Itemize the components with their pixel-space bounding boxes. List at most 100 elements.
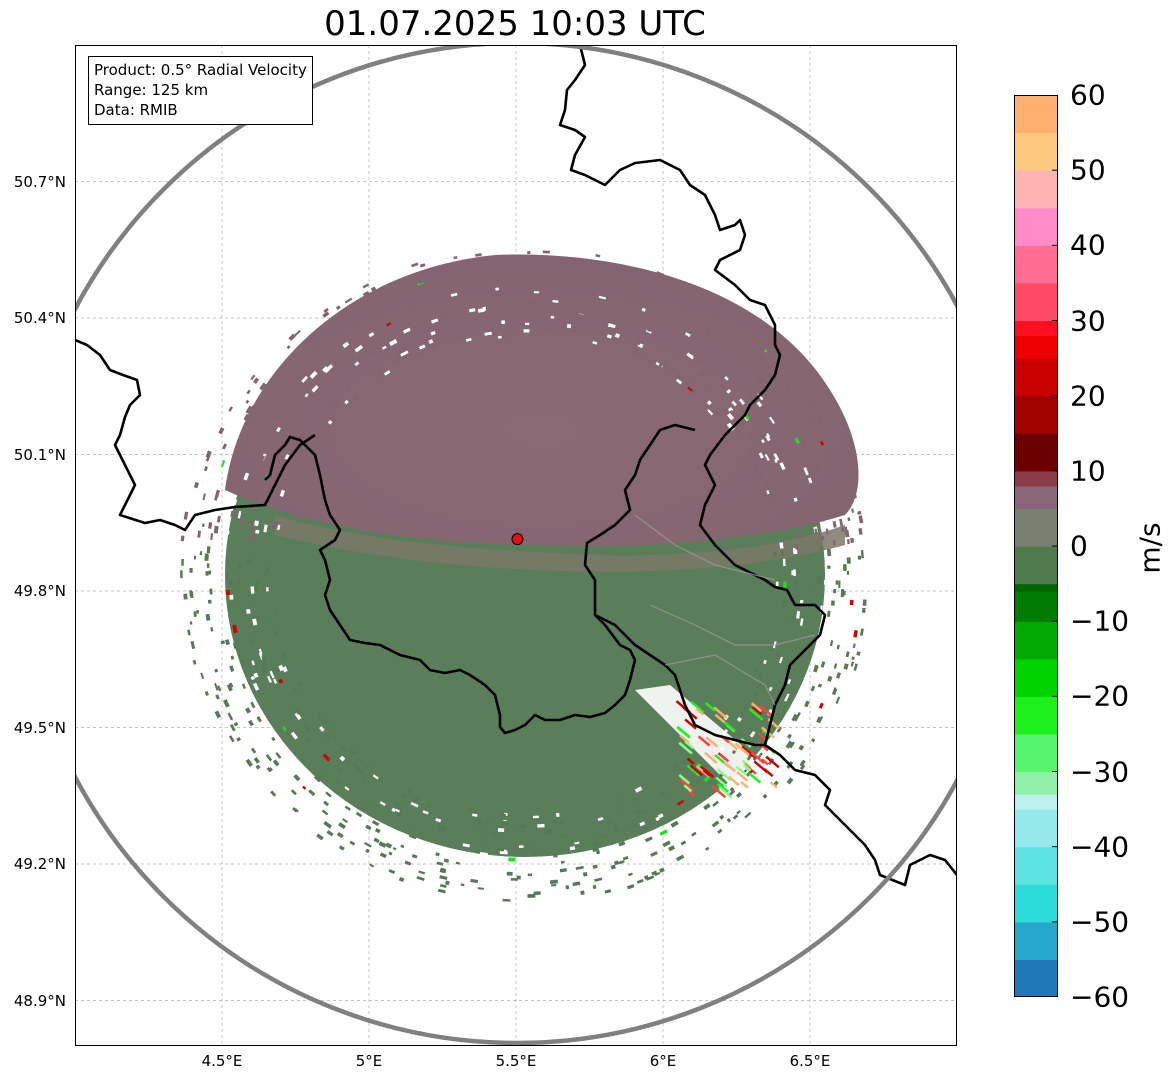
echo-pixel [775, 392, 781, 398]
echo-pixel [555, 812, 560, 818]
echo-pixel [273, 678, 278, 684]
echo-pixel [825, 446, 831, 452]
echo-pixel [831, 688, 838, 696]
echo-pixel [695, 707, 705, 716]
radar-site-marker[interactable] [511, 533, 524, 546]
echo-pixel [728, 775, 740, 787]
echo-pixel [304, 393, 309, 398]
echo-pixel [527, 251, 531, 255]
echo-transition-zone [275, 515, 845, 572]
echo-pixel [609, 326, 617, 332]
echo-pixel [843, 663, 849, 670]
echo-pixel [410, 801, 419, 808]
echo-pixel [364, 800, 370, 806]
echo-pixel [670, 820, 679, 828]
echo-pixel [747, 450, 754, 458]
echo-pixel [813, 464, 820, 472]
radar-map[interactable] [75, 45, 957, 1046]
echo-pixel [437, 888, 446, 894]
info-product: Product: 0.5° Radial Velocity [94, 61, 307, 79]
echo-pixel [800, 503, 804, 509]
echo-pixel [249, 419, 256, 426]
echo-pixel [193, 611, 197, 617]
echo-pixel [518, 845, 524, 848]
echo-pixel [773, 453, 780, 461]
echo-pixel [222, 699, 230, 708]
echo-pixel [435, 852, 440, 857]
echo-pixel [278, 678, 284, 684]
echo-pixel [759, 660, 764, 666]
echo-pixel [348, 748, 356, 756]
echo-pixel [718, 783, 729, 793]
echo-pixel [630, 796, 638, 802]
echo-pixel [418, 350, 425, 356]
echo-pixel [661, 365, 667, 372]
echo-pixel [248, 637, 254, 646]
echo-pixel [833, 663, 838, 669]
echo-pixel [473, 262, 480, 267]
echo-pixel [706, 400, 712, 406]
echo-pixel [685, 287, 691, 292]
echo-pixel [766, 497, 771, 503]
echo-pixel [622, 302, 629, 307]
echo-pixel [254, 520, 259, 527]
echo-pixel [524, 322, 530, 325]
echo-pixel [437, 826, 446, 833]
echo-pixel [541, 277, 549, 280]
echo-pixel [353, 396, 359, 402]
echo-pixel [786, 777, 794, 785]
echo-pixel [801, 439, 807, 448]
echo-pixel [753, 464, 761, 473]
echo-pixel [436, 861, 444, 866]
country-borders [75, 45, 957, 887]
echo-pixel [248, 719, 254, 727]
echo-pixel [386, 306, 391, 311]
echo-pixel [835, 580, 839, 585]
echo-pixel [403, 277, 410, 282]
echo-pixel [781, 511, 785, 516]
echo-pixel [392, 847, 397, 851]
echo-pixel [791, 713, 798, 722]
echo-pixel [575, 865, 584, 871]
echo-pixel [807, 400, 815, 410]
echo-pixel [798, 744, 805, 751]
echo-pixel [735, 765, 748, 776]
lat-tick-label: 49.8°N [13, 582, 66, 600]
echo-pixel [187, 629, 191, 636]
echo-pixel [784, 618, 788, 625]
echo-pixel [381, 309, 390, 316]
echo-pixel [214, 494, 219, 501]
echo-pixel [475, 253, 482, 257]
echo-pixel [774, 458, 778, 464]
echo-pixel [239, 435, 246, 444]
echo-pixel [785, 389, 792, 397]
echo-pixel [395, 803, 404, 811]
echo-pixel [523, 329, 530, 333]
echo-pixel [309, 370, 318, 379]
echo-pixel [323, 718, 330, 724]
echo-pixel [821, 515, 825, 522]
echo-pixel [213, 683, 219, 691]
echo-pixel [639, 343, 644, 348]
echo-pixel [220, 460, 226, 468]
echo-pixel [574, 841, 580, 845]
echo-pixel [801, 463, 806, 468]
echo-pixel [683, 344, 690, 351]
echo-pixel [752, 705, 763, 715]
echo-pixel [851, 508, 855, 513]
echo-pixel [246, 609, 251, 614]
echo-pixel [724, 376, 729, 381]
echo-pixel [804, 700, 810, 708]
echo-pixel [393, 356, 402, 364]
echo-pixel [354, 344, 364, 353]
echo-pixel [426, 803, 432, 809]
echo-pixel [381, 345, 387, 350]
echo-pixel [340, 744, 348, 753]
echo-pixel [743, 703, 750, 711]
echo-pixel [744, 372, 752, 380]
echo-pixel [736, 730, 743, 738]
echo-pixel [272, 629, 278, 636]
colorbar-band [1014, 771, 1058, 795]
echo-pixel [288, 333, 296, 341]
echo-pixel [799, 759, 806, 767]
